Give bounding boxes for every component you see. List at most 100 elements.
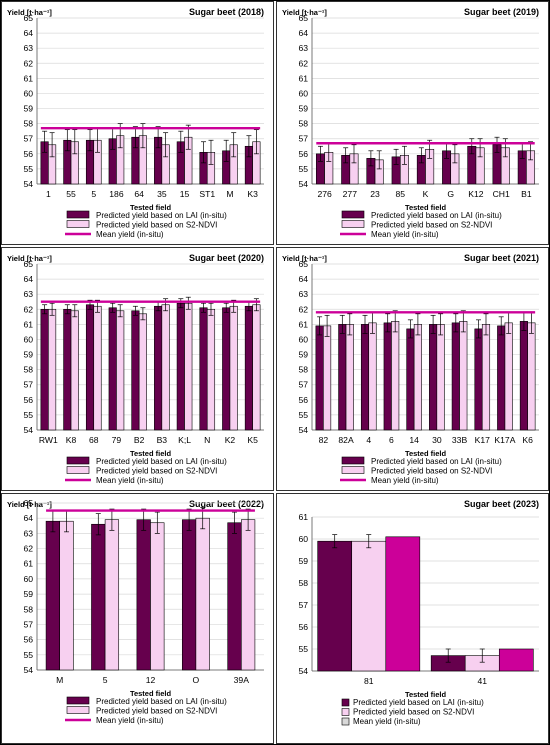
y-tick-label: 54 [298, 179, 308, 189]
legend-swatch-lai [341, 210, 365, 219]
y-tick-label: 58 [23, 365, 33, 375]
chart-title: Sugar beet (2023) [464, 499, 539, 509]
chart-5: Sugar beet (2023) 54 55 56 57 58 59 60 61 81 41 Tes… [276, 493, 549, 744]
y-tick-label: 57 [298, 134, 308, 144]
y-tick-label: 59 [298, 350, 308, 360]
x-tick-label: 82 [319, 435, 329, 445]
legend-mean: Mean yield (in-situ) [96, 230, 164, 239]
x-tick-label: 55 [66, 189, 76, 199]
x-tick-label: K [423, 189, 429, 199]
bar-ndvi [138, 313, 147, 431]
chart-frame [1, 247, 274, 491]
legend-lai: Predicted yield based on LAI (in-situ) [96, 697, 227, 706]
y-tick-label: 56 [23, 149, 33, 159]
y-tick-label: 62 [23, 544, 33, 554]
legend-swatch-ndvi [66, 466, 90, 474]
legend-swatch-lai [66, 210, 90, 219]
x-tick-label: 23 [370, 189, 380, 199]
x-tick-label: 85 [395, 189, 405, 199]
y-tick-label: 54 [23, 425, 33, 435]
chart-4: Sugar beet (2022) Yield [t·ha⁻¹] 54 55 56 57 5… [1, 493, 274, 744]
y-tick-label: 61 [298, 73, 308, 83]
legend-lai: Predicted yield based on LAI (in-situ) [96, 457, 227, 466]
y-axis-label: Yield [t·ha⁻¹] [7, 8, 52, 17]
bar-ndvi [195, 517, 210, 671]
legend-swatch-lai [66, 456, 90, 465]
chart-title: Sugar beet (2019) [464, 7, 539, 17]
x-tick-label: 277 [343, 189, 358, 199]
x-tick-label: B1 [521, 189, 532, 199]
legend-swatch-mean [341, 717, 350, 726]
bar-lai [338, 324, 347, 431]
bar-ndvi [391, 321, 400, 431]
bar-lai [360, 324, 370, 431]
y-tick-label: 58 [23, 604, 33, 614]
bar-lai [519, 321, 528, 431]
x-tick-label: 5 [103, 675, 108, 685]
bar-ndvi [206, 308, 216, 431]
y-tick-label: 64 [23, 28, 33, 38]
legend-swatch-ndvi [341, 466, 365, 474]
bar-lai [154, 305, 163, 431]
bar-lai [222, 307, 231, 431]
bar-lai [136, 519, 151, 671]
x-tick-label: 1 [46, 189, 51, 199]
y-tick-label: 63 [23, 43, 33, 53]
y-tick-label: 60 [298, 334, 308, 344]
x-tick-label: CH1 [493, 189, 510, 199]
bar-lai [383, 322, 392, 431]
bar-lai [45, 520, 61, 671]
x-tick-label: K3 [247, 189, 258, 199]
x-tick-label: 39A [234, 675, 250, 685]
y-tick-label: 57 [23, 619, 33, 629]
bar-ndvi [229, 305, 238, 431]
x-axis-label: Tested field [130, 203, 172, 212]
legend-lai: Predicted yield based on LAI (in-situ) [371, 211, 502, 220]
bar-lai [406, 328, 415, 431]
chart-frame [276, 493, 549, 744]
y-tick-label: 60 [23, 88, 33, 98]
bar-ndvi [59, 520, 74, 671]
x-tick-label: 4 [366, 435, 371, 445]
y-tick-label: 56 [23, 395, 33, 405]
bar-lai [315, 325, 324, 431]
y-tick-label: 64 [23, 513, 33, 523]
x-tick-label: 12 [146, 675, 156, 685]
x-axis-label: Tested field [405, 203, 447, 212]
bar-ndvi [150, 522, 165, 671]
x-tick-label: K12 [468, 189, 484, 199]
legend-lai: Predicted yield based on LAI (in-situ) [353, 698, 484, 707]
chart-frame [276, 247, 549, 491]
y-tick-label: 59 [23, 104, 33, 114]
legend-swatch-lai [341, 456, 365, 465]
x-tick-label: 64 [134, 189, 144, 199]
bar-ndvi [413, 324, 422, 431]
y-tick-label: 54 [23, 179, 33, 189]
legend-ndvi: Predicted yield based on S2-NDVI [96, 707, 217, 716]
x-tick-label: 41 [477, 676, 487, 686]
y-tick-label: 59 [298, 104, 308, 114]
y-tick-label: 62 [23, 58, 33, 68]
y-tick-label: 64 [23, 274, 33, 284]
bar-ndvi [368, 322, 377, 431]
y-tick-label: 54 [298, 425, 308, 435]
chart-title: Sugar beet (2020) [189, 253, 264, 263]
legend-ndvi: Predicted yield based on S2-NDVI [371, 467, 492, 476]
bar-ndvi [161, 304, 170, 431]
y-tick-label: 64 [298, 274, 308, 284]
x-tick-label: K;L [178, 435, 191, 445]
y-tick-label: 55 [298, 164, 308, 174]
y-axis-label: Yield [t·ha⁻¹] [282, 8, 327, 17]
bar-ndvi [252, 304, 261, 431]
x-tick-label: 15 [180, 189, 190, 199]
bar-lai [63, 308, 72, 431]
bar-lai [181, 519, 197, 671]
y-tick-label: 62 [298, 304, 308, 314]
bar-ndvi [116, 310, 125, 431]
bar-lai [131, 310, 140, 431]
bar-lai [244, 305, 253, 431]
chart-title: Sugar beet (2022) [189, 499, 264, 509]
y-tick-label: 57 [298, 600, 308, 610]
y-tick-label: 63 [298, 289, 308, 299]
x-tick-label: 30 [432, 435, 442, 445]
